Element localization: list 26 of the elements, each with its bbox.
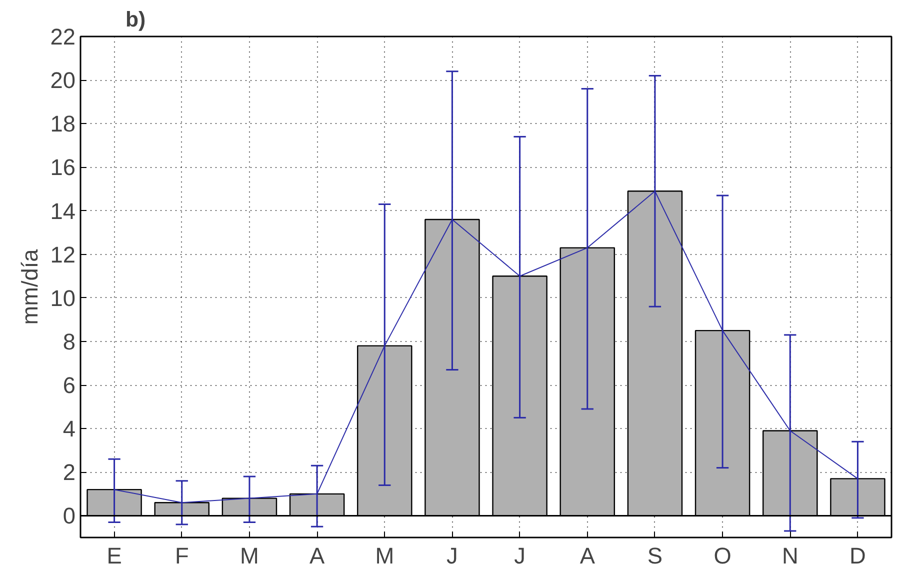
x-tick-label: J xyxy=(514,542,526,568)
x-tick-label: A xyxy=(580,542,596,568)
x-tick-label: M xyxy=(240,542,259,568)
y-tick-label: 12 xyxy=(50,241,76,268)
x-tick-label: S xyxy=(647,542,663,568)
y-tick-label: 22 xyxy=(50,24,76,50)
y-tick-label: 2 xyxy=(62,459,76,486)
y-tick-label: 0 xyxy=(62,502,76,529)
x-tick-label: D xyxy=(850,542,866,568)
x-tick-label: F xyxy=(174,542,189,568)
y-axis-title: mm/día xyxy=(16,248,42,325)
chart-title: b) xyxy=(126,8,146,32)
y-tick-label: 10 xyxy=(50,284,76,311)
x-tick-label: E xyxy=(106,542,122,568)
y-tick-label: 8 xyxy=(62,328,76,354)
y-tick-label: 18 xyxy=(50,110,76,137)
x-tick-label: N xyxy=(782,542,798,568)
y-tick-label: 16 xyxy=(50,154,76,180)
x-tick-label: J xyxy=(446,542,458,568)
y-tick-label: 6 xyxy=(62,372,76,398)
y-tick-label: 14 xyxy=(50,198,76,224)
x-tick-label: A xyxy=(309,542,326,568)
x-tick-label: O xyxy=(714,542,732,568)
y-tick-label: 20 xyxy=(50,67,76,94)
x-tick-label: M xyxy=(375,542,394,568)
y-tick-label: 4 xyxy=(62,416,76,442)
